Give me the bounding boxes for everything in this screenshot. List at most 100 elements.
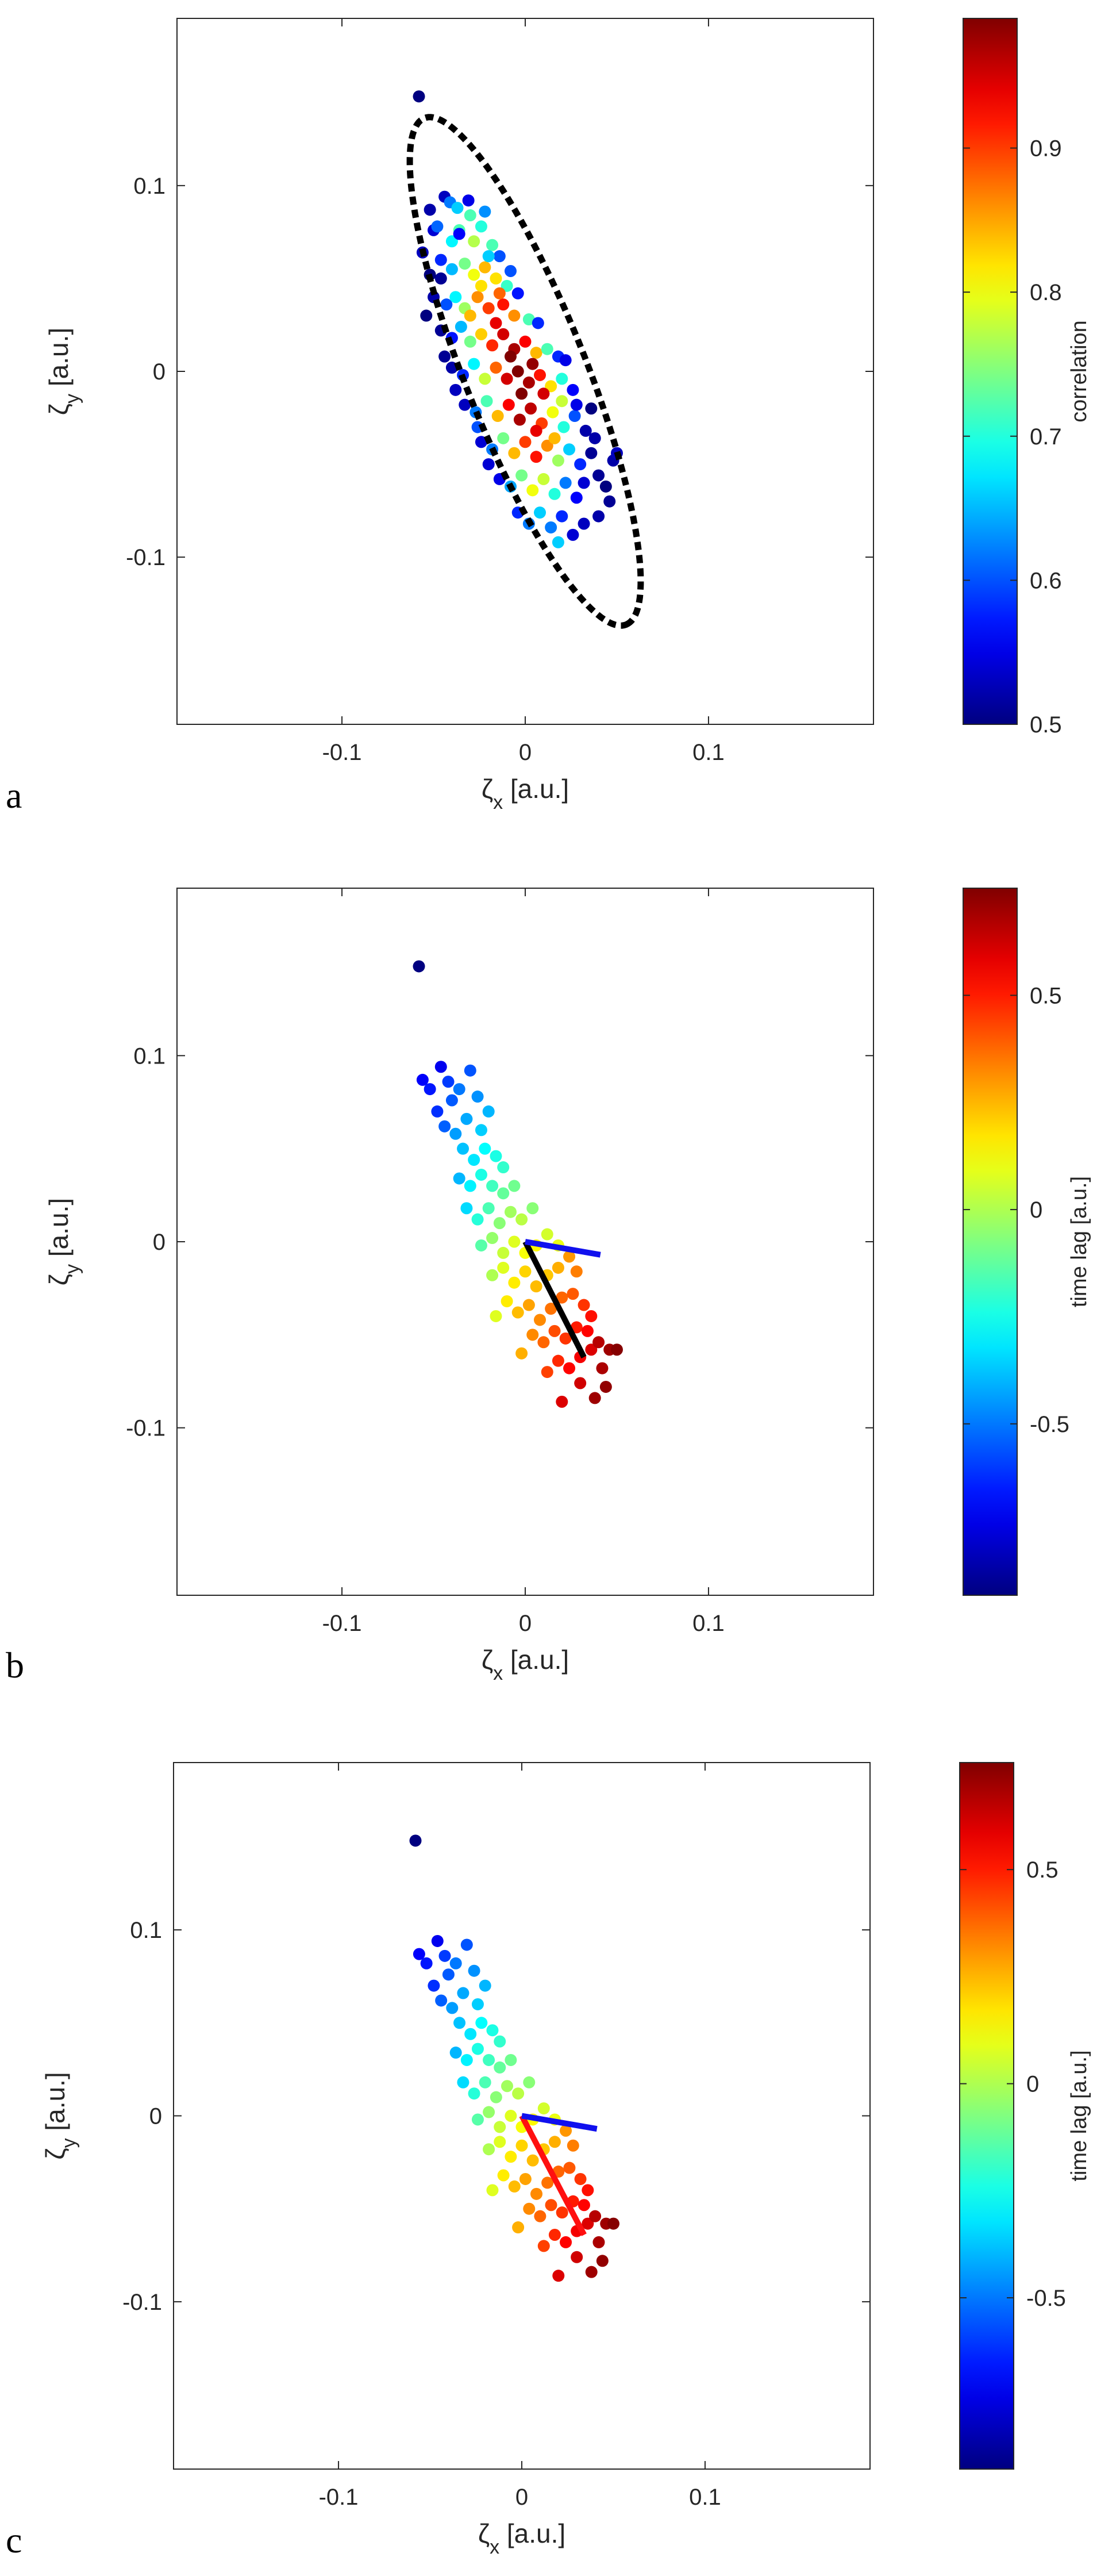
- scatter-point: [519, 335, 532, 348]
- scatter-point: [556, 2206, 568, 2219]
- scatter-point: [556, 1291, 568, 1304]
- scatter-point: [482, 250, 495, 263]
- scatter-point: [490, 272, 502, 285]
- scatter-point: [515, 2139, 528, 2152]
- vector-line-2: [525, 1239, 601, 1258]
- scatter-point: [464, 2028, 477, 2040]
- confidence-ellipse: [406, 114, 644, 629]
- scatter-point: [480, 395, 493, 408]
- scatter-point: [486, 239, 499, 251]
- scatter-point: [546, 406, 559, 419]
- scatter-point: [482, 1105, 495, 1118]
- scatter-point: [556, 373, 568, 385]
- scatter-point: [526, 1202, 539, 1215]
- scatter-point: [431, 1934, 444, 1947]
- scatter-point: [559, 354, 572, 367]
- scatter-point: [501, 279, 513, 292]
- x-tick-label: -0.1: [322, 1611, 362, 1636]
- scatter-point: [493, 250, 506, 263]
- x-tick-label: 0: [519, 740, 532, 765]
- scatter-point: [413, 90, 425, 103]
- scatter-point: [479, 205, 491, 218]
- scatter-point: [468, 235, 480, 248]
- scatter-point: [442, 1968, 455, 1981]
- scatter-point: [567, 528, 579, 541]
- scatter-point: [560, 2124, 572, 2137]
- scatter-point: [471, 1091, 484, 1103]
- scatter-point: [486, 339, 499, 352]
- scatter-point: [560, 2236, 572, 2248]
- scatter-point: [420, 1957, 433, 1970]
- colorbar-label: time lag [a.u.]: [1067, 1176, 1091, 1307]
- scatter-point: [588, 432, 601, 444]
- x-tick-label: 0.1: [689, 2485, 721, 2510]
- panel-b: -0.1 0 0.1 -0.1 0 0.1 ζx [a.u.] ζy [a.u.] -0.5 0 0…: [6, 888, 1091, 1686]
- scatter-point: [596, 2255, 609, 2267]
- scatter-point: [468, 1964, 480, 1977]
- panel-a: -0.1 0 0.1 -0.1 0 0.1 ζx [a.u.] ζy [a.u.] 0.5 0.6…: [6, 18, 1091, 816]
- scatter-point: [479, 1979, 491, 1992]
- y-axis-label: ζy [a.u.]: [40, 2072, 80, 2159]
- scatter-point: [567, 2139, 579, 2152]
- scatter-point: [471, 1998, 484, 2010]
- scatter-point: [530, 1280, 542, 1293]
- scatter-point: [552, 1354, 564, 1367]
- scatter-point: [513, 413, 526, 426]
- scatter-point: [494, 2136, 506, 2148]
- scatter-point: [511, 1306, 524, 1319]
- scatter-point: [486, 2184, 499, 2197]
- y-tick-label: 0.1: [133, 174, 166, 199]
- scatter-point: [570, 1321, 583, 1334]
- scatter-point: [446, 2002, 459, 2014]
- scatter-point: [424, 204, 436, 216]
- scatter-point: [579, 424, 592, 437]
- y-axis-label: ζy [a.u.]: [44, 1198, 83, 1285]
- scatter-point: [457, 2076, 469, 2089]
- vector-line-2: [521, 2113, 598, 2132]
- data-layer: [413, 960, 623, 1408]
- scatter-point: [567, 1288, 579, 1300]
- scatter-point: [449, 1127, 462, 1140]
- scatter-point: [541, 343, 553, 355]
- scatter-point: [464, 309, 476, 322]
- colorbar-tick-label: 0.5: [1030, 712, 1062, 738]
- scatter-point: [486, 2024, 499, 2037]
- scatter-point: [493, 1217, 506, 1230]
- scatter-point: [515, 469, 528, 482]
- scatter-point: [581, 1325, 594, 1337]
- colorbar-tick-label: 0.8: [1030, 280, 1062, 305]
- data-layer: [409, 1834, 619, 2282]
- scatter-point: [464, 335, 476, 348]
- scatter-point: [475, 436, 487, 448]
- scatter-point: [453, 228, 465, 240]
- scatter-point: [457, 1987, 469, 1999]
- scatter-point: [459, 258, 471, 270]
- scatter-point: [552, 1261, 564, 1274]
- scatter-point: [596, 1362, 609, 1375]
- scatter-point: [493, 287, 506, 300]
- scatter-point: [537, 387, 550, 400]
- x-axis-label: ζx [a.u.]: [482, 1645, 569, 1684]
- scatter-point: [532, 317, 544, 329]
- scatter-point: [490, 1150, 502, 1162]
- scatter-point: [515, 1213, 528, 1226]
- scatter-point: [537, 2102, 550, 2115]
- scatter-point: [508, 447, 521, 459]
- scatter-point: [431, 1105, 444, 1118]
- scatter-point: [585, 1343, 598, 1356]
- scatter-point: [475, 1124, 487, 1137]
- scatter-point: [482, 1202, 495, 1215]
- scatter-point: [471, 2113, 484, 2126]
- y-tick-label: 0.1: [133, 1043, 166, 1069]
- scatter-point: [497, 2169, 510, 2182]
- scatter-point: [515, 387, 528, 400]
- scatter-point: [607, 2217, 619, 2230]
- y-tick-label: 0: [153, 359, 166, 385]
- scatter-point: [525, 402, 537, 415]
- scatter-point: [548, 2228, 561, 2241]
- scatter-point: [457, 1142, 469, 1155]
- scatter-point: [519, 1265, 532, 1278]
- scatter-point: [545, 2199, 557, 2212]
- scatter-point: [592, 1336, 605, 1349]
